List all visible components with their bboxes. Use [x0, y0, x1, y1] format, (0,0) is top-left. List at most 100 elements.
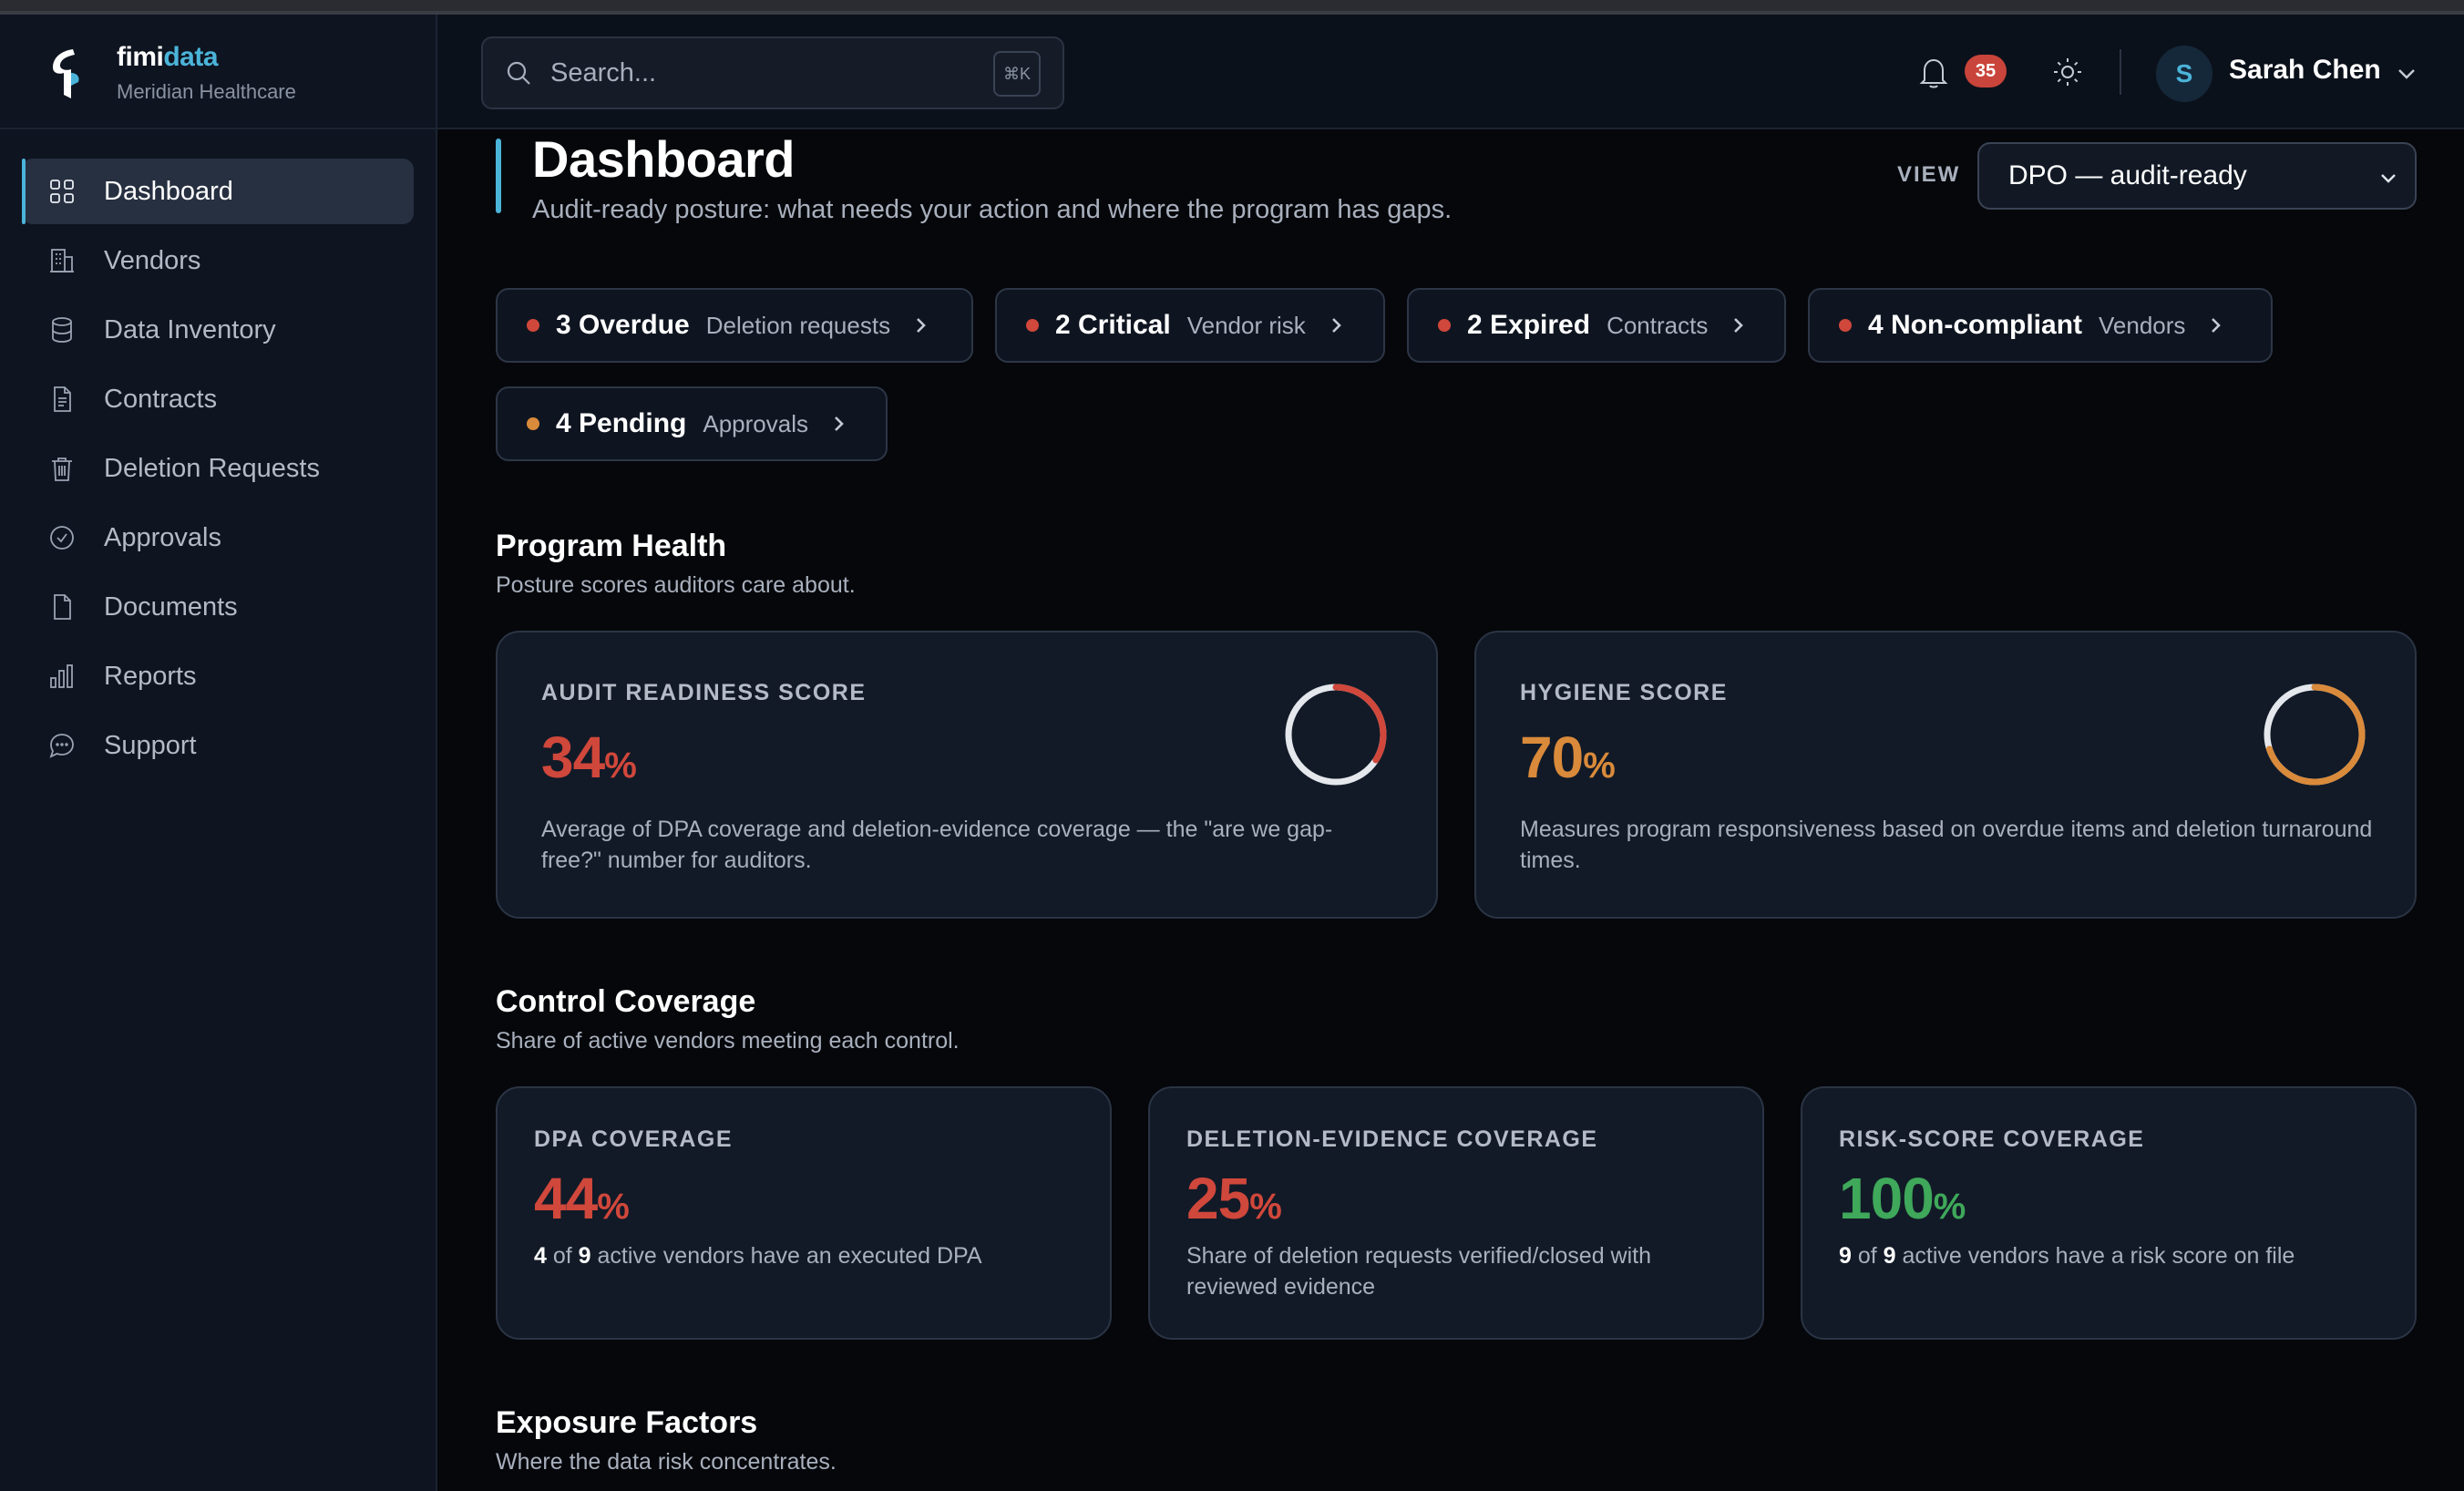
- sidebar-item-contracts[interactable]: Contracts: [22, 366, 414, 432]
- file-icon: [47, 592, 77, 622]
- card-desc: Average of DPA coverage and deletion-evi…: [541, 817, 1333, 873]
- status-dot: [1026, 319, 1039, 332]
- card-value: 70%: [1520, 725, 1616, 790]
- view-label: VIEW: [1897, 162, 1961, 187]
- sidebar: fimidata Meridian Healthcare Dashboard V…: [0, 15, 437, 1491]
- bar-chart-icon: [47, 662, 77, 691]
- card-desc: 9 of 9 active vendors have a risk score …: [1839, 1243, 2295, 1269]
- status-dot: [527, 417, 539, 430]
- sidebar-item-data-inventory[interactable]: Data Inventory: [22, 297, 414, 363]
- sidebar-item-label: Reports: [104, 661, 197, 691]
- deletion-evidence-coverage-card: DELETION-EVIDENCE COVERAGE 25% Share of …: [1148, 1086, 1764, 1340]
- user-menu-button[interactable]: [2395, 62, 2418, 86]
- sidebar-item-dashboard[interactable]: Dashboard: [22, 159, 414, 224]
- chip-pending-approvals[interactable]: 4 Pending Approvals: [496, 386, 888, 461]
- bell-icon: [1919, 58, 1948, 88]
- user-name[interactable]: Sarah Chen: [2229, 55, 2381, 85]
- notifications-button[interactable]: [1917, 55, 1950, 89]
- view-select[interactable]: DPO — audit-ready: [1977, 142, 2417, 210]
- audit-readiness-ring: [1285, 684, 1387, 786]
- card-value: 34%: [541, 725, 637, 790]
- sidebar-item-label: Vendors: [104, 245, 201, 275]
- sidebar-item-label: Deletion Requests: [104, 453, 320, 483]
- search-placeholder: Search...: [550, 57, 657, 87]
- chip-count: 4 Non-compliant: [1868, 310, 2083, 340]
- theme-toggle-button[interactable]: [2050, 55, 2085, 89]
- sidebar-item-label: Support: [104, 730, 197, 760]
- view-select-value: DPO — audit-ready: [2008, 160, 2247, 190]
- status-dot: [1839, 319, 1852, 332]
- chevron-right-icon: [1331, 318, 1341, 333]
- window-top-strip: [0, 0, 2464, 15]
- chip-expired-contracts[interactable]: 2 Expired Contracts: [1407, 288, 1786, 363]
- sidebar-item-reports[interactable]: Reports: [22, 643, 414, 709]
- title-accent-bar: [496, 139, 501, 213]
- card-desc: Share of deletion requests verified/clos…: [1186, 1243, 1652, 1300]
- chip-non-compliant-vendors[interactable]: 4 Non-compliant Vendors: [1808, 288, 2273, 363]
- main-content: Dashboard Audit-ready posture: what need…: [437, 129, 2464, 1491]
- search-shortcut-badge: ⌘K: [993, 51, 1041, 97]
- card-value: 44%: [534, 1166, 630, 1231]
- brand-org: Meridian Healthcare: [117, 80, 296, 103]
- avatar[interactable]: S: [2156, 46, 2212, 102]
- top-header: Search... ⌘K 35 S Sarah Chen: [437, 15, 2464, 129]
- grid-icon: [47, 177, 77, 206]
- dpa-coverage-card: DPA COVERAGE 44% 4 of 9 active vendors h…: [496, 1086, 1112, 1340]
- card-value: 25%: [1186, 1166, 1282, 1231]
- fimidata-logo-icon: [53, 49, 79, 98]
- program-health-subtitle: Posture scores auditors care about.: [496, 572, 856, 598]
- sidebar-item-documents[interactable]: Documents: [22, 574, 414, 640]
- chip-count: 4 Pending: [556, 408, 687, 438]
- risk-score-coverage-card: RISK-SCORE COVERAGE 100% 9 of 9 active v…: [1801, 1086, 2417, 1340]
- sun-icon: [2054, 58, 2081, 86]
- chevron-right-icon: [917, 318, 926, 333]
- card-label: HYGIENE SCORE: [1520, 680, 1728, 705]
- sidebar-item-support[interactable]: Support: [22, 713, 414, 778]
- audit-readiness-card: AUDIT READINESS SCORE 34% Average of DPA…: [496, 631, 1438, 919]
- chip-label: Contracts: [1607, 311, 1709, 339]
- chip-label: Approvals: [703, 409, 808, 437]
- sidebar-item-vendors[interactable]: Vendors: [22, 228, 414, 293]
- chevron-right-icon: [1734, 318, 1744, 333]
- sidebar-item-label: Dashboard: [104, 176, 233, 206]
- chevron-right-icon: [835, 416, 844, 431]
- chip-critical-vendor-risk[interactable]: 2 Critical Vendor risk: [995, 288, 1385, 363]
- brand-name: fimidata: [117, 42, 219, 72]
- brand: fimidata Meridian Healthcare: [0, 15, 436, 129]
- building-icon: [47, 246, 77, 275]
- chip-label: Deletion requests: [705, 311, 891, 339]
- chip-label: Vendors: [2099, 311, 2186, 339]
- status-dot: [527, 319, 539, 332]
- sidebar-item-label: Data Inventory: [104, 314, 276, 344]
- chip-label: Vendor risk: [1186, 311, 1306, 339]
- chip-count: 3 Overdue: [556, 310, 690, 340]
- status-dot: [1438, 319, 1451, 332]
- header-divider: [2120, 49, 2121, 95]
- program-health-title: Program Health: [496, 529, 727, 563]
- chip-overdue-deletion-requests[interactable]: 3 Overdue Deletion requests: [496, 288, 973, 363]
- hygiene-score-card: HYGIENE SCORE 70% Measures program respo…: [1474, 631, 2417, 919]
- sidebar-item-deletion-requests[interactable]: Deletion Requests: [22, 436, 414, 501]
- sidebar-item-approvals[interactable]: Approvals: [22, 505, 414, 571]
- control-coverage-title: Control Coverage: [496, 984, 756, 1019]
- trash-icon: [47, 454, 77, 483]
- chat-icon: [47, 731, 77, 760]
- chevron-down-icon: [2381, 174, 2396, 183]
- card-desc: 4 of 9 active vendors have an executed D…: [534, 1243, 982, 1269]
- sidebar-item-label: Approvals: [104, 522, 221, 552]
- notification-count-badge: 35: [1965, 55, 2007, 87]
- card-value: 100%: [1839, 1166, 1966, 1231]
- card-label: DPA COVERAGE: [534, 1126, 734, 1152]
- chevron-right-icon: [2212, 318, 2222, 333]
- search-input[interactable]: Search... ⌘K: [481, 36, 1064, 109]
- card-desc: Measures program responsiveness based on…: [1520, 817, 2373, 873]
- exposure-factors-subtitle: Where the data risk concentrates.: [496, 1449, 837, 1475]
- exposure-factors-title: Exposure Factors: [496, 1405, 758, 1440]
- control-coverage-subtitle: Share of active vendors meeting each con…: [496, 1028, 960, 1054]
- sidebar-nav: Dashboard Vendors Data Inventory Contrac…: [22, 159, 414, 782]
- sidebar-item-label: Contracts: [104, 384, 218, 414]
- card-label: RISK-SCORE COVERAGE: [1839, 1126, 2145, 1152]
- chip-count: 2 Critical: [1055, 310, 1171, 340]
- file-text-icon: [47, 385, 77, 414]
- page-subtitle: Audit-ready posture: what needs your act…: [532, 195, 1453, 224]
